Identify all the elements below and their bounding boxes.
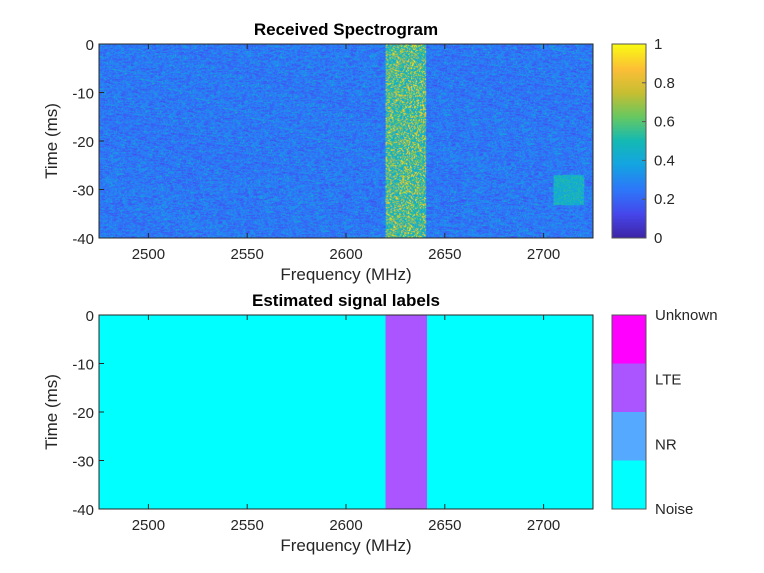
colorbar-label-lte: LTE [655, 372, 681, 389]
label-region-noise [99, 315, 593, 509]
x-tick-label: 2600 [329, 517, 362, 534]
colorbar-segment-unknown [612, 315, 646, 364]
colorbar-tick-label: 0.2 [654, 191, 675, 208]
colorbar-tick-label: 1 [654, 36, 662, 53]
x-tick-label: 2500 [132, 246, 165, 263]
y-tick-label: -40 [72, 231, 94, 248]
colorbar-segment-nr [612, 412, 646, 461]
colorbar-segment-lte [612, 363, 646, 412]
x-tick-label: 2600 [329, 246, 362, 263]
colorbar-tick-label: 0 [654, 230, 662, 247]
x-tick-label: 2700 [527, 246, 560, 263]
y-tick-label: 0 [86, 37, 94, 54]
x-axis-label: Frequency (MHz) [280, 536, 411, 555]
y-tick-label: -20 [72, 134, 94, 151]
chart-title: Estimated signal labels [252, 291, 440, 310]
label-region-lte [385, 315, 428, 509]
colorbar-gradient [612, 44, 646, 238]
y-tick-label: 0 [86, 308, 94, 325]
spectrogram-image [99, 44, 593, 238]
y-tick-label: -20 [72, 405, 94, 422]
colorbar-tick-label: 0.4 [654, 152, 675, 169]
x-axis-label: Frequency (MHz) [280, 265, 411, 284]
colorbar-segment-noise [612, 460, 646, 509]
y-tick-label: -30 [72, 183, 94, 200]
y-axis-label: Time (ms) [42, 103, 61, 179]
x-tick-label: 2650 [428, 517, 461, 534]
colorbar-tick-label: 0.8 [654, 75, 675, 92]
colorbar-tick-label: 0.6 [654, 114, 675, 131]
x-tick-label: 2500 [132, 517, 165, 534]
x-tick-label: 2650 [428, 246, 461, 263]
colorbar-label-unknown: Unknown [655, 307, 718, 324]
x-tick-label: 2700 [527, 517, 560, 534]
colorbar-frame [611, 314, 647, 510]
y-tick-label: -10 [72, 86, 94, 103]
chart-title: Received Spectrogram [254, 20, 438, 39]
y-tick-label: -10 [72, 357, 94, 374]
y-tick-label: -30 [72, 454, 94, 471]
colorbar-label-noise: Noise [655, 501, 693, 518]
x-tick-label: 2550 [231, 246, 264, 263]
colorbar-frame [611, 43, 647, 239]
x-tick-label: 2550 [231, 517, 264, 534]
colorbar-label-nr: NR [655, 436, 677, 453]
axes-frame [98, 43, 594, 239]
y-axis-label: Time (ms) [42, 374, 61, 450]
y-tick-label: -40 [72, 502, 94, 519]
